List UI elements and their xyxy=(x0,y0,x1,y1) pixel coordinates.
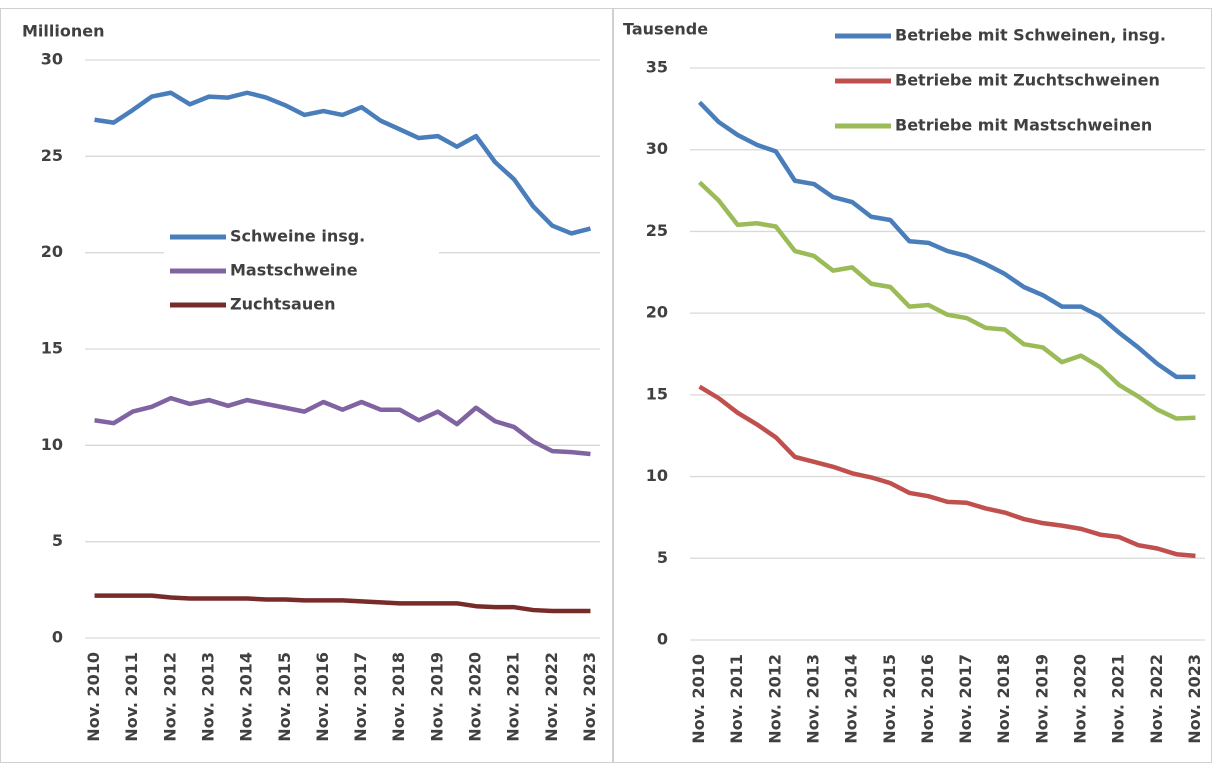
x-tick-label: Nov. 2023 xyxy=(580,652,599,742)
x-tick-label: Nov. 2013 xyxy=(803,654,822,744)
legend-label: Zuchtsauen xyxy=(230,295,335,314)
x-tick-label: Nov. 2022 xyxy=(1147,654,1166,744)
line-series xyxy=(94,395,591,457)
y-tick-label: 25 xyxy=(41,146,63,165)
x-tick-label: Nov. 2022 xyxy=(542,652,561,742)
x-tick-label: Nov. 2017 xyxy=(351,652,370,742)
y-tick-label: 10 xyxy=(646,466,668,485)
y-tick-label: 20 xyxy=(646,303,668,322)
y-tick-label: 15 xyxy=(646,384,668,403)
legend-label: Betriebe mit Mastschweinen xyxy=(895,116,1152,135)
x-tick-label: Nov. 2010 xyxy=(689,654,708,744)
legend-label: Betriebe mit Zuchtschweinen xyxy=(895,71,1160,90)
y-axis-label: Tausende xyxy=(623,20,708,39)
x-tick-label: Nov. 2011 xyxy=(122,652,141,742)
x-tick-label: Nov. 2021 xyxy=(504,652,523,742)
x-tick-label: Nov. 2018 xyxy=(389,652,408,742)
y-tick-label: 20 xyxy=(41,242,63,261)
x-tick-label: Nov. 2016 xyxy=(313,652,332,742)
y-tick-label: 30 xyxy=(646,139,668,158)
legend-label: Betriebe mit Schweinen, insg. xyxy=(895,26,1166,45)
x-tick-label: Nov. 2019 xyxy=(427,652,446,742)
y-axis-label: Millionen xyxy=(22,22,104,41)
y-tick-label: 35 xyxy=(646,58,668,77)
y-tick-label: 5 xyxy=(657,548,668,567)
x-tick-label: Nov. 2013 xyxy=(198,652,217,742)
x-tick-label: Nov. 2017 xyxy=(956,654,975,744)
x-tick-label: Nov. 2012 xyxy=(765,654,784,744)
y-tick-label: 10 xyxy=(41,435,63,454)
line-series xyxy=(697,100,1196,380)
y-tick-label: 0 xyxy=(52,628,63,647)
line-series xyxy=(94,90,592,236)
x-tick-label: Nov. 2021 xyxy=(1109,654,1128,744)
y-tick-label: 0 xyxy=(657,630,668,649)
x-tick-label: Nov. 2014 xyxy=(237,652,256,742)
line-series xyxy=(94,593,591,614)
x-tick-label: Nov. 2011 xyxy=(727,654,746,744)
y-tick-label: 25 xyxy=(646,221,668,240)
x-tick-label: Nov. 2018 xyxy=(994,654,1013,744)
x-tick-label: Nov. 2020 xyxy=(466,652,485,742)
x-tick-label: Nov. 2023 xyxy=(1185,654,1204,744)
line-series xyxy=(697,180,1196,421)
x-tick-label: Nov. 2015 xyxy=(880,654,899,744)
y-tick-label: 30 xyxy=(41,50,63,69)
y-tick-label: 5 xyxy=(52,531,63,550)
line-series xyxy=(698,384,1196,559)
x-tick-label: Nov. 2019 xyxy=(1032,654,1051,744)
panel: Tausende 0 5 10 15 20 25 30 35 Nov. 2010 Nov. 2011… xyxy=(623,20,1205,744)
y-tick-label: 15 xyxy=(41,339,63,358)
legend-label: Mastschweine xyxy=(230,261,358,280)
x-tick-label: Nov. 2020 xyxy=(1071,654,1090,744)
x-tick-label: Nov. 2010 xyxy=(84,652,103,742)
legend-label: Schweine insg. xyxy=(230,227,365,246)
x-tick-label: Nov. 2012 xyxy=(160,652,179,742)
panel: Millionen 0 5 10 15 20 25 30 Nov. 2010 Nov. 2011 N… xyxy=(22,22,600,742)
x-tick-label: Nov. 2015 xyxy=(275,652,294,742)
x-tick-label: Nov. 2014 xyxy=(842,654,861,744)
x-tick-label: Nov. 2016 xyxy=(918,654,937,744)
